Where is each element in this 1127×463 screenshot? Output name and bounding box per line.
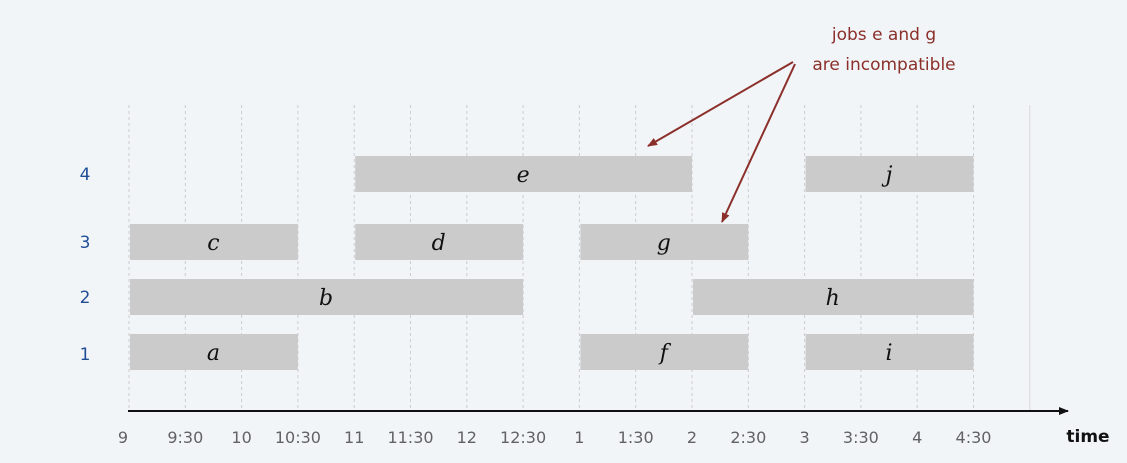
time-tick-label: 2 (687, 428, 697, 447)
row-labels: 1 2 3 4 (80, 165, 91, 365)
incompatibility-annotation: jobs e and g are incompatible (647, 25, 956, 223)
time-tick-label: 3:30 (843, 428, 879, 447)
time-tick-label: 1 (574, 428, 584, 447)
job-bar-i (805, 334, 974, 370)
job-label-i: i (886, 341, 893, 366)
time-tick-label: 1:30 (618, 428, 654, 447)
time-tick-label: 10:30 (275, 428, 321, 447)
job-bar-h (693, 279, 974, 315)
time-tick-label: 12 (457, 428, 477, 447)
row-label: 1 (80, 345, 91, 365)
time-tick-label: 9:30 (167, 428, 203, 447)
job-bar-c (130, 224, 298, 260)
time-tick-labels: 9 9:30 10 10:30 11 11:30 12 12:30 1 1:30 2 2:30 3 3:3… (118, 428, 992, 447)
annotation-arrow-to-g (721, 63, 796, 223)
time-tick-label: 4 (912, 428, 922, 447)
time-tick-label: 3 (800, 428, 810, 447)
job-bar-a (130, 334, 298, 370)
job-bar-f (580, 334, 749, 370)
job-bar-d (355, 224, 524, 260)
job-label-b: b (319, 286, 333, 311)
job-label-h: h (826, 286, 840, 311)
time-tick-label: 2:30 (730, 428, 766, 447)
time-tick-label: 4:30 (956, 428, 992, 447)
job-label-d: d (432, 231, 446, 256)
job-bar-b (130, 279, 524, 315)
job-label-e: e (517, 163, 530, 188)
annotation-arrow-to-e (647, 61, 794, 147)
time-tick-label: 11:30 (387, 428, 433, 447)
time-tick-label: 12:30 (500, 428, 546, 447)
time-axis-label: time (1066, 427, 1109, 447)
job-bar-j (805, 156, 974, 192)
job-label-g: g (657, 231, 671, 256)
row-label: 2 (80, 288, 91, 308)
time-tick-label: 9 (118, 428, 128, 447)
row-label: 3 (80, 233, 91, 253)
job-label-c: c (207, 231, 219, 256)
job-label-a: a (207, 341, 220, 366)
job-bar-e (355, 156, 692, 192)
time-tick-label: 11 (344, 428, 364, 447)
row-label: 4 (80, 165, 91, 185)
job-bar-g (580, 224, 749, 260)
time-tick-label: 10 (231, 428, 251, 447)
annotation-line-1: jobs e and g (831, 25, 936, 45)
annotation-line-2: are incompatible (812, 55, 955, 75)
